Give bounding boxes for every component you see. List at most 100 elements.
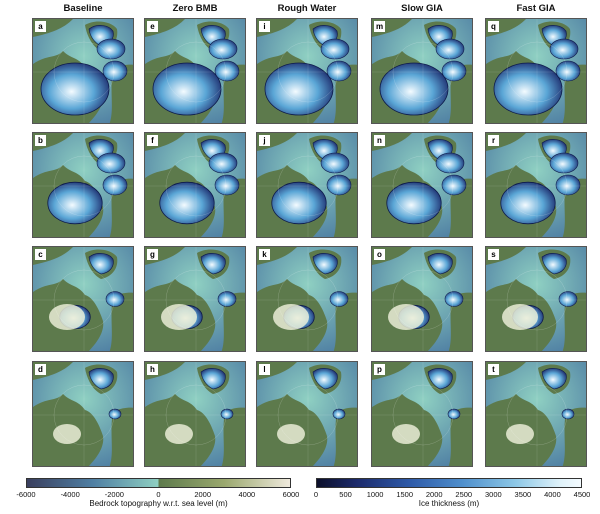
ice-eurasian	[441, 60, 467, 82]
ice-eurasian	[555, 60, 581, 82]
colorbar-tick: 3000	[484, 490, 502, 499]
panel-letter: l	[259, 364, 270, 375]
ice-laurentide	[152, 62, 222, 116]
colorbar-tick: 0	[156, 490, 161, 499]
land-tundra	[49, 304, 85, 330]
ice-laurentide	[500, 181, 556, 225]
land-tundra	[392, 424, 420, 444]
colorbar-tick: 2000	[425, 490, 443, 499]
ice-barents	[549, 152, 579, 174]
ice-laurentide	[47, 181, 103, 225]
ice-laurentide	[159, 181, 215, 225]
land-tundra	[53, 424, 81, 444]
ice-barents	[320, 38, 350, 60]
land-eurasia	[333, 407, 357, 466]
map-panel: r	[485, 132, 587, 238]
ice-laurentide	[271, 181, 327, 225]
colorbar-tick: 1000	[366, 490, 384, 499]
column-title: Slow GIA	[401, 3, 443, 14]
colorbar-tick: 6000	[282, 490, 300, 499]
panel-letter: c	[35, 249, 46, 260]
ice-greenland	[312, 253, 338, 275]
panel-letter: a	[35, 21, 46, 32]
ice-laurentide	[264, 62, 334, 116]
ice-eurasian	[220, 408, 234, 420]
panel-letter: h	[147, 364, 158, 375]
land-eurasia	[109, 407, 133, 466]
colorbar-tick: -2000	[104, 490, 124, 499]
topography-colorbar-label: Bedrock topography w.r.t. sea level (m)	[89, 499, 228, 508]
ice-barents	[320, 152, 350, 174]
panel-letter: o	[374, 249, 385, 260]
ice-eurasian	[558, 291, 578, 307]
ice-eurasian	[326, 60, 352, 82]
map-panel: q	[485, 18, 587, 124]
colorbar-tick: 4000	[544, 490, 561, 499]
colorbar-tick: 1500	[396, 490, 413, 499]
land-eurasia	[109, 292, 133, 351]
map-panel: g	[144, 246, 246, 352]
column-title: Fast GIA	[516, 3, 556, 14]
panel-letter: m	[374, 21, 385, 32]
colorbar-tick: -4000	[60, 490, 80, 499]
panel-letter: q	[488, 21, 499, 32]
land-tundra	[277, 424, 305, 444]
map-panel: b	[32, 132, 134, 238]
land-eurasia	[448, 292, 472, 351]
ice-greenland	[541, 253, 567, 275]
topography-colorbar	[26, 478, 291, 488]
colorbar-tick: 2500	[455, 490, 473, 499]
map-panel: s	[485, 246, 587, 352]
map-panel: p	[371, 361, 473, 467]
ice-eurasian	[447, 408, 461, 420]
ice-colorbar	[316, 478, 582, 488]
ice-eurasian	[561, 408, 575, 420]
panel-letter: s	[488, 249, 499, 260]
ice-barents	[549, 38, 579, 60]
ice-laurentide	[40, 62, 110, 116]
land-eurasia	[221, 407, 245, 466]
map-panel: f	[144, 132, 246, 238]
column-title: Zero BMB	[172, 3, 218, 14]
ice-barents	[208, 152, 238, 174]
ice-greenland	[427, 253, 453, 275]
ice-barents	[96, 152, 126, 174]
map-panel: h	[144, 361, 246, 467]
ice-colorbar-label: Ice thickness (m)	[418, 499, 480, 508]
panel-letter: i	[259, 21, 270, 32]
map-panel: o	[371, 246, 473, 352]
map-panel: n	[371, 132, 473, 238]
ice-barents	[435, 38, 465, 60]
map-panel: j	[256, 132, 358, 238]
ice-eurasian	[217, 291, 237, 307]
colorbar-tick: 2000	[194, 490, 211, 499]
ice-eurasian	[102, 174, 128, 196]
land-tundra	[388, 304, 424, 330]
ice-greenland	[200, 368, 226, 390]
land-eurasia	[221, 292, 245, 351]
ice-eurasian	[555, 174, 581, 196]
map-panel: i	[256, 18, 358, 124]
land-eurasia	[562, 292, 586, 351]
ice-laurentide	[493, 62, 563, 116]
panel-letter: r	[488, 135, 499, 146]
panel-letter: g	[147, 249, 158, 260]
colorbar-tick: 4500	[573, 490, 591, 499]
ice-eurasian	[332, 408, 346, 420]
land-tundra	[165, 424, 193, 444]
panel-letter: p	[374, 364, 385, 375]
map-panel: m	[371, 18, 473, 124]
ice-greenland	[427, 368, 453, 390]
land-eurasia	[333, 292, 357, 351]
ice-barents	[435, 152, 465, 174]
land-eurasia	[562, 407, 586, 466]
map-panel: c	[32, 246, 134, 352]
map-panel: k	[256, 246, 358, 352]
land-tundra	[502, 304, 538, 330]
panel-letter: f	[147, 135, 158, 146]
ice-eurasian	[214, 174, 240, 196]
ice-greenland	[200, 253, 226, 275]
colorbar-tick: 0	[313, 490, 319, 499]
map-panel: e	[144, 18, 246, 124]
panel-letter: k	[259, 249, 270, 260]
